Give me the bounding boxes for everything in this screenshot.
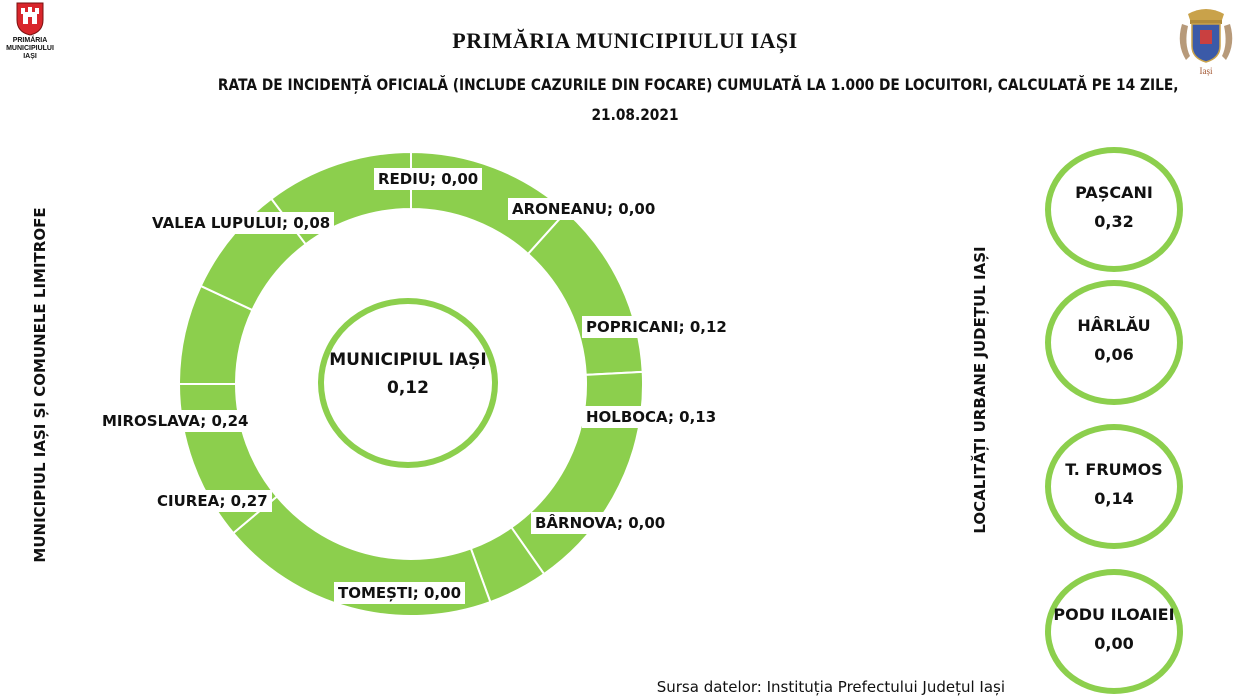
slice-label-holboca: HOLBOCA; 0,13 bbox=[582, 406, 721, 428]
page-title: PRIMĂRIA MUNICIPIULUI IAȘI bbox=[452, 28, 798, 53]
slice-label-ciurea: CIUREA; 0,27 bbox=[153, 490, 272, 512]
city-crest: PRIMĂRIA MUNICIPIULUI IAȘI bbox=[2, 2, 58, 61]
crest-caption: PRIMĂRIA MUNICIPIULUI IAȘI bbox=[6, 37, 54, 60]
page-subtitle: RATA DE INCIDENȚĂ OFICIALĂ (INCLUDE CAZU… bbox=[217, 70, 1179, 130]
town-name: PAȘCANI bbox=[1075, 183, 1153, 202]
town-name: HÂRLĂU bbox=[1077, 316, 1151, 335]
slice-label-rediu: REDIU; 0,00 bbox=[374, 168, 483, 190]
iasi-logo-icon: Iași bbox=[1179, 9, 1233, 76]
town-circle-harlau: HÂRLĂU 0,06 bbox=[1045, 280, 1183, 405]
slice-label-tomesti: TOMEȘTI; 0,00 bbox=[334, 582, 466, 604]
crest-shield-icon bbox=[16, 2, 44, 36]
subtitle-line-2: 21.08.2021 bbox=[591, 105, 679, 124]
town-value: 0,00 bbox=[1094, 634, 1134, 653]
town-value: 0,32 bbox=[1094, 212, 1134, 231]
center-name: MUNICIPIUL IAȘI bbox=[329, 350, 487, 370]
svg-text:Iași: Iași bbox=[1200, 66, 1213, 76]
donut-slice-aroneanu bbox=[526, 210, 644, 376]
center-circle-municipiu: MUNICIPIUL IAȘI 0,12 bbox=[318, 298, 498, 468]
slice-label-popricani: POPRICANI; 0,12 bbox=[582, 316, 731, 338]
slice-label-miroslava: MIROSLAVA; 0,24 bbox=[98, 410, 253, 432]
iasi-logo: Iași bbox=[1176, 4, 1236, 84]
slice-label-aroneanu: ARONEANU; 0,00 bbox=[508, 198, 660, 220]
town-circle-t-frumos: T. FRUMOS 0,14 bbox=[1045, 424, 1183, 549]
slice-label-valea-lupului: VALEA LUPULUI; 0,08 bbox=[148, 212, 335, 234]
donut-slice-popricani bbox=[509, 370, 644, 576]
center-value: 0,12 bbox=[387, 378, 429, 398]
town-value: 0,06 bbox=[1094, 345, 1134, 364]
town-value: 0,14 bbox=[1094, 489, 1134, 508]
slice-label-barnova: BÂRNOVA; 0,00 bbox=[531, 512, 670, 534]
town-circle-podu-iloaiei: PODU ILOAIEI 0,00 bbox=[1045, 569, 1183, 694]
data-source: Sursa datelor: Instituția Prefectului Ju… bbox=[656, 678, 1005, 696]
town-name: PODU ILOAIEI bbox=[1053, 605, 1175, 624]
town-name: T. FRUMOS bbox=[1065, 460, 1163, 479]
town-circle-pascani: PAȘCANI 0,32 bbox=[1045, 147, 1183, 272]
subtitle-line-1: RATA DE INCIDENȚĂ OFICIALĂ (INCLUDE CAZU… bbox=[217, 75, 1179, 94]
